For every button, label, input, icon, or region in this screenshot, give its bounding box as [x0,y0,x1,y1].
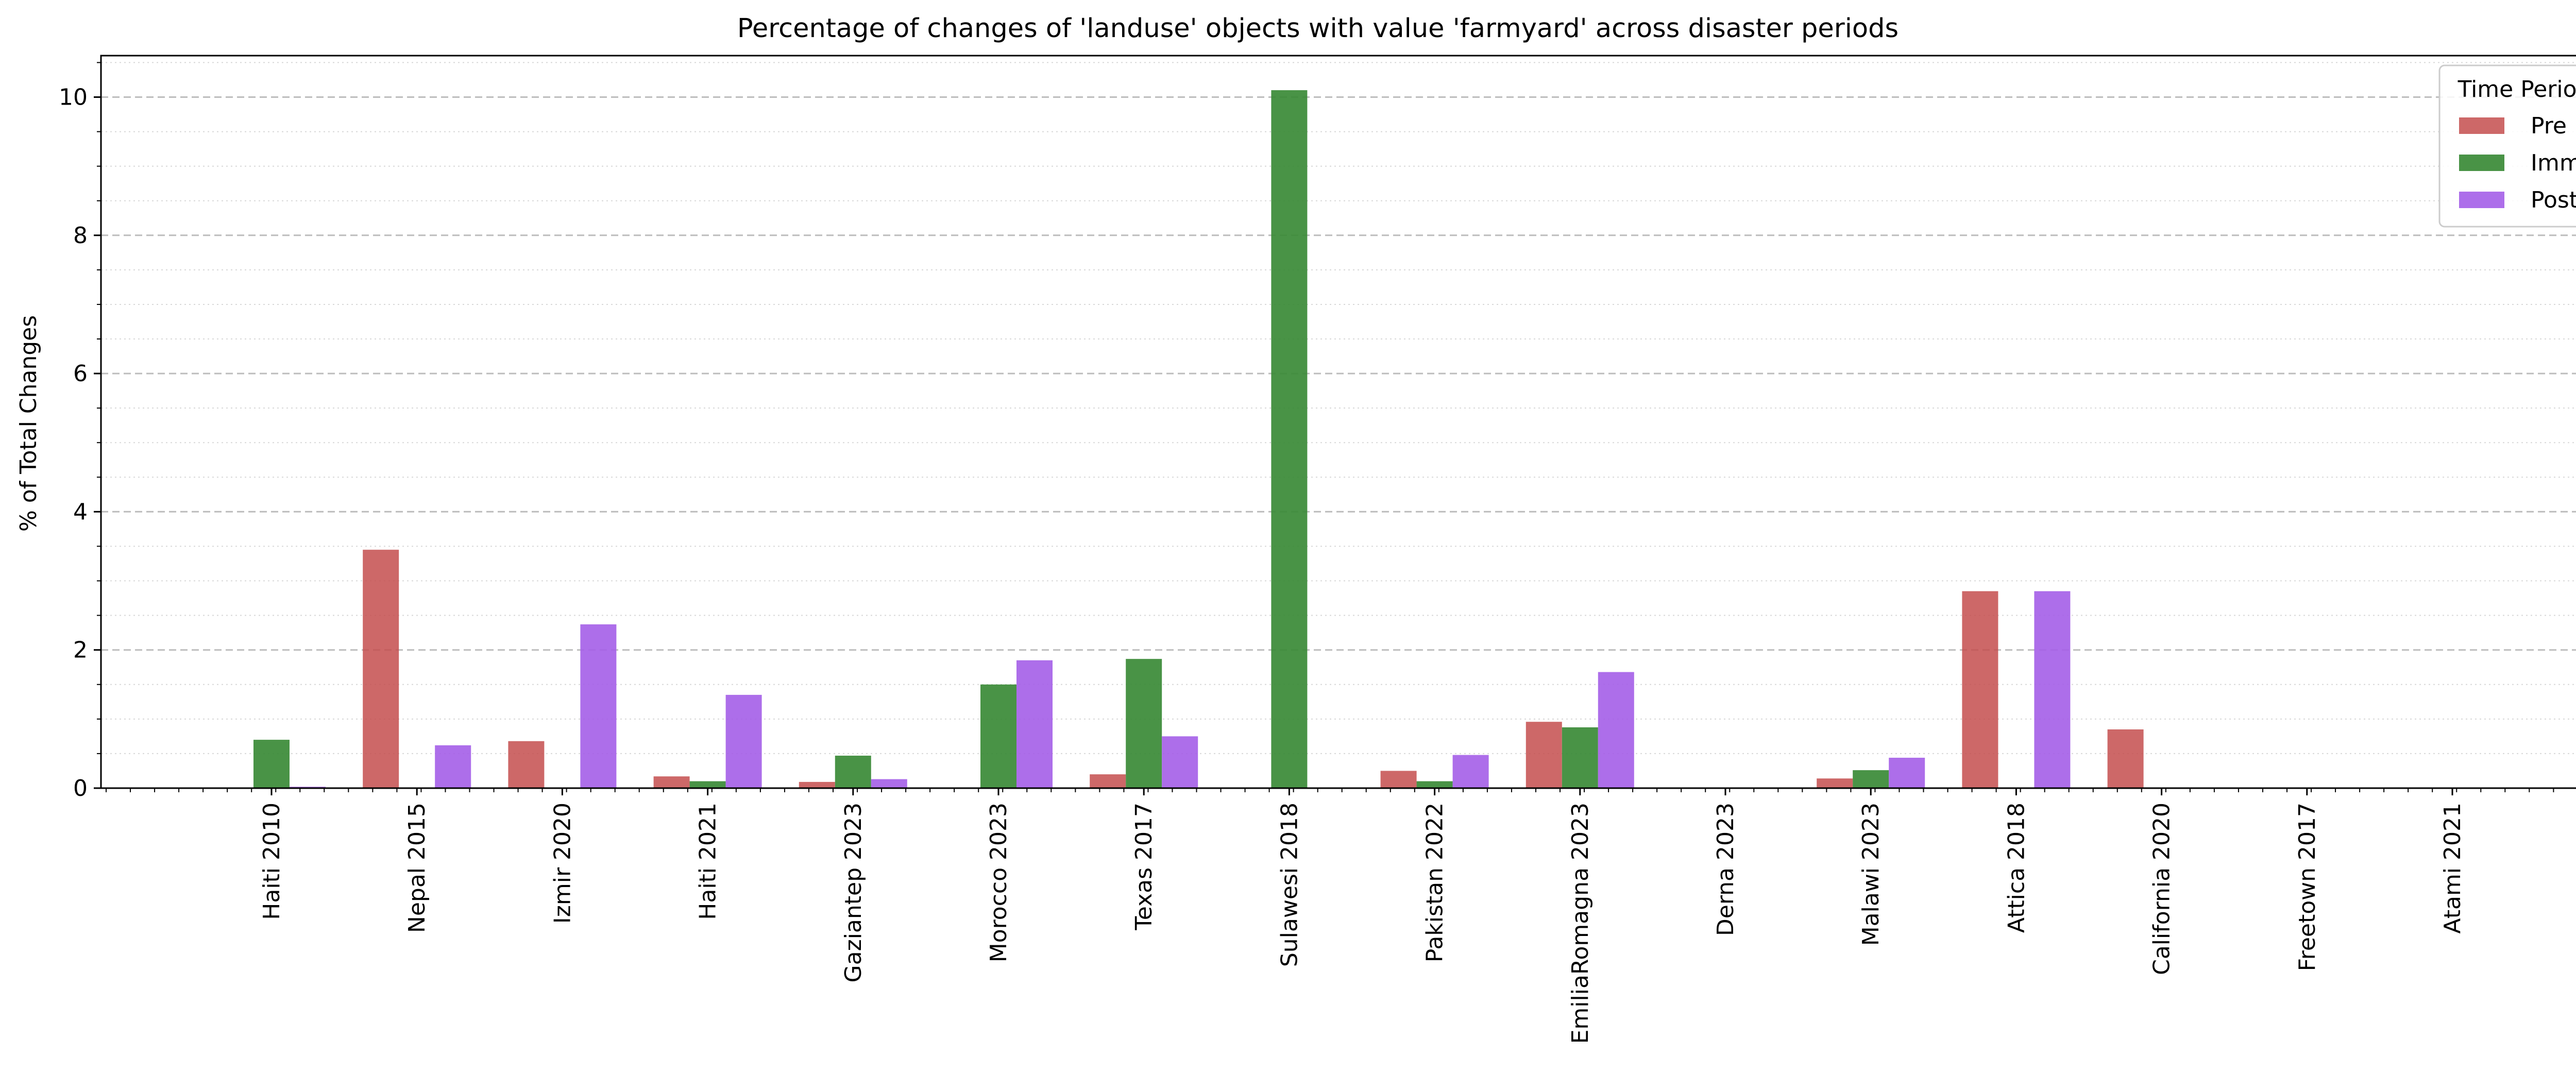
chart-title: Percentage of changes of 'landuse' objec… [737,13,1899,44]
legend-label-imm: Imm [2531,150,2576,176]
x-tick-label: Freetown 2017 [2294,803,2320,971]
x-tick-label: Haiti 2021 [695,803,721,920]
bar-imm [1853,770,1889,788]
x-tick-label: Malawi 2023 [1858,803,1884,946]
bar-post [871,779,907,788]
legend-swatch-post [2459,192,2504,208]
bar-pre [1817,778,1853,788]
x-tick-label: Izmir 2020 [549,803,575,924]
x-tick-label: Texas 2017 [1131,803,1157,931]
x-tick-label: Attica 2018 [2003,803,2029,933]
legend-title: Time Period [2458,76,2576,103]
bar-imm [1562,727,1598,788]
x-tick-label: EmiliaRomagna 2023 [1567,803,1594,1044]
y-tick-label: 2 [73,637,88,663]
bar-post [580,624,617,788]
bar-post [2034,591,2071,788]
plot-frame [100,55,2576,789]
bar-pre [1526,722,1562,788]
y-axis-label: % of Total Changes [15,315,42,532]
bar-post [1452,755,1489,788]
bar-imm [1126,659,1162,788]
bar-post [1889,757,1925,788]
bar-pre [1962,591,1998,788]
bars [253,90,2144,789]
y-tick-label: 0 [73,775,88,802]
x-tick-label: Derna 2023 [1713,803,1739,936]
legend-swatch-pre [2459,117,2504,134]
y-axis: 0 2 4 6 8 10 [59,62,101,802]
bar-imm [835,755,871,788]
y-tick-label: 6 [73,361,88,387]
bar-post [725,694,762,788]
bar-post [1598,672,1634,788]
bar-post [1162,736,1198,788]
legend-label-pre: Pre [2531,113,2567,139]
legend-label-post: Post [2531,187,2576,213]
bar-pre [653,776,690,788]
bar-imm [253,740,290,788]
x-tick-label: Haiti 2010 [259,803,285,920]
x-tick-label: Atami 2021 [2439,803,2466,934]
bar-post [1016,660,1053,788]
bar-pre [1380,771,1417,788]
y-tick-label: 10 [59,84,88,110]
bar-imm [1416,781,1453,788]
legend-box [2438,64,2576,228]
legend: Time Period Pre Imm Post [2438,64,2576,228]
bar-pre [799,781,835,788]
x-tick-label: Pakistan 2022 [1422,803,1448,962]
bar-imm [689,781,726,788]
x-tick-label: Morocco 2023 [986,803,1012,962]
bar-post [435,745,471,788]
grid [101,62,2576,754]
y-tick-label: 4 [73,499,88,525]
bar-imm [980,684,1016,788]
legend-swatch-imm [2459,155,2504,171]
x-tick-label: California 2020 [2149,803,2175,975]
x-tick-label: Nepal 2015 [404,803,430,933]
bar-pre [363,550,399,788]
x-axis: Haiti 2010 Nepal 2015 Izmir 2020 Haiti 2021… [106,788,2554,1044]
bar-pre [2107,729,2144,788]
bar-pre [1090,774,1126,788]
x-tick-label: Gaziantep 2023 [840,803,867,982]
bar-pre [508,741,545,788]
x-tick-label: Sulawesi 2018 [1276,803,1302,967]
bar-imm [1271,90,1308,789]
y-tick-label: 8 [73,223,88,249]
